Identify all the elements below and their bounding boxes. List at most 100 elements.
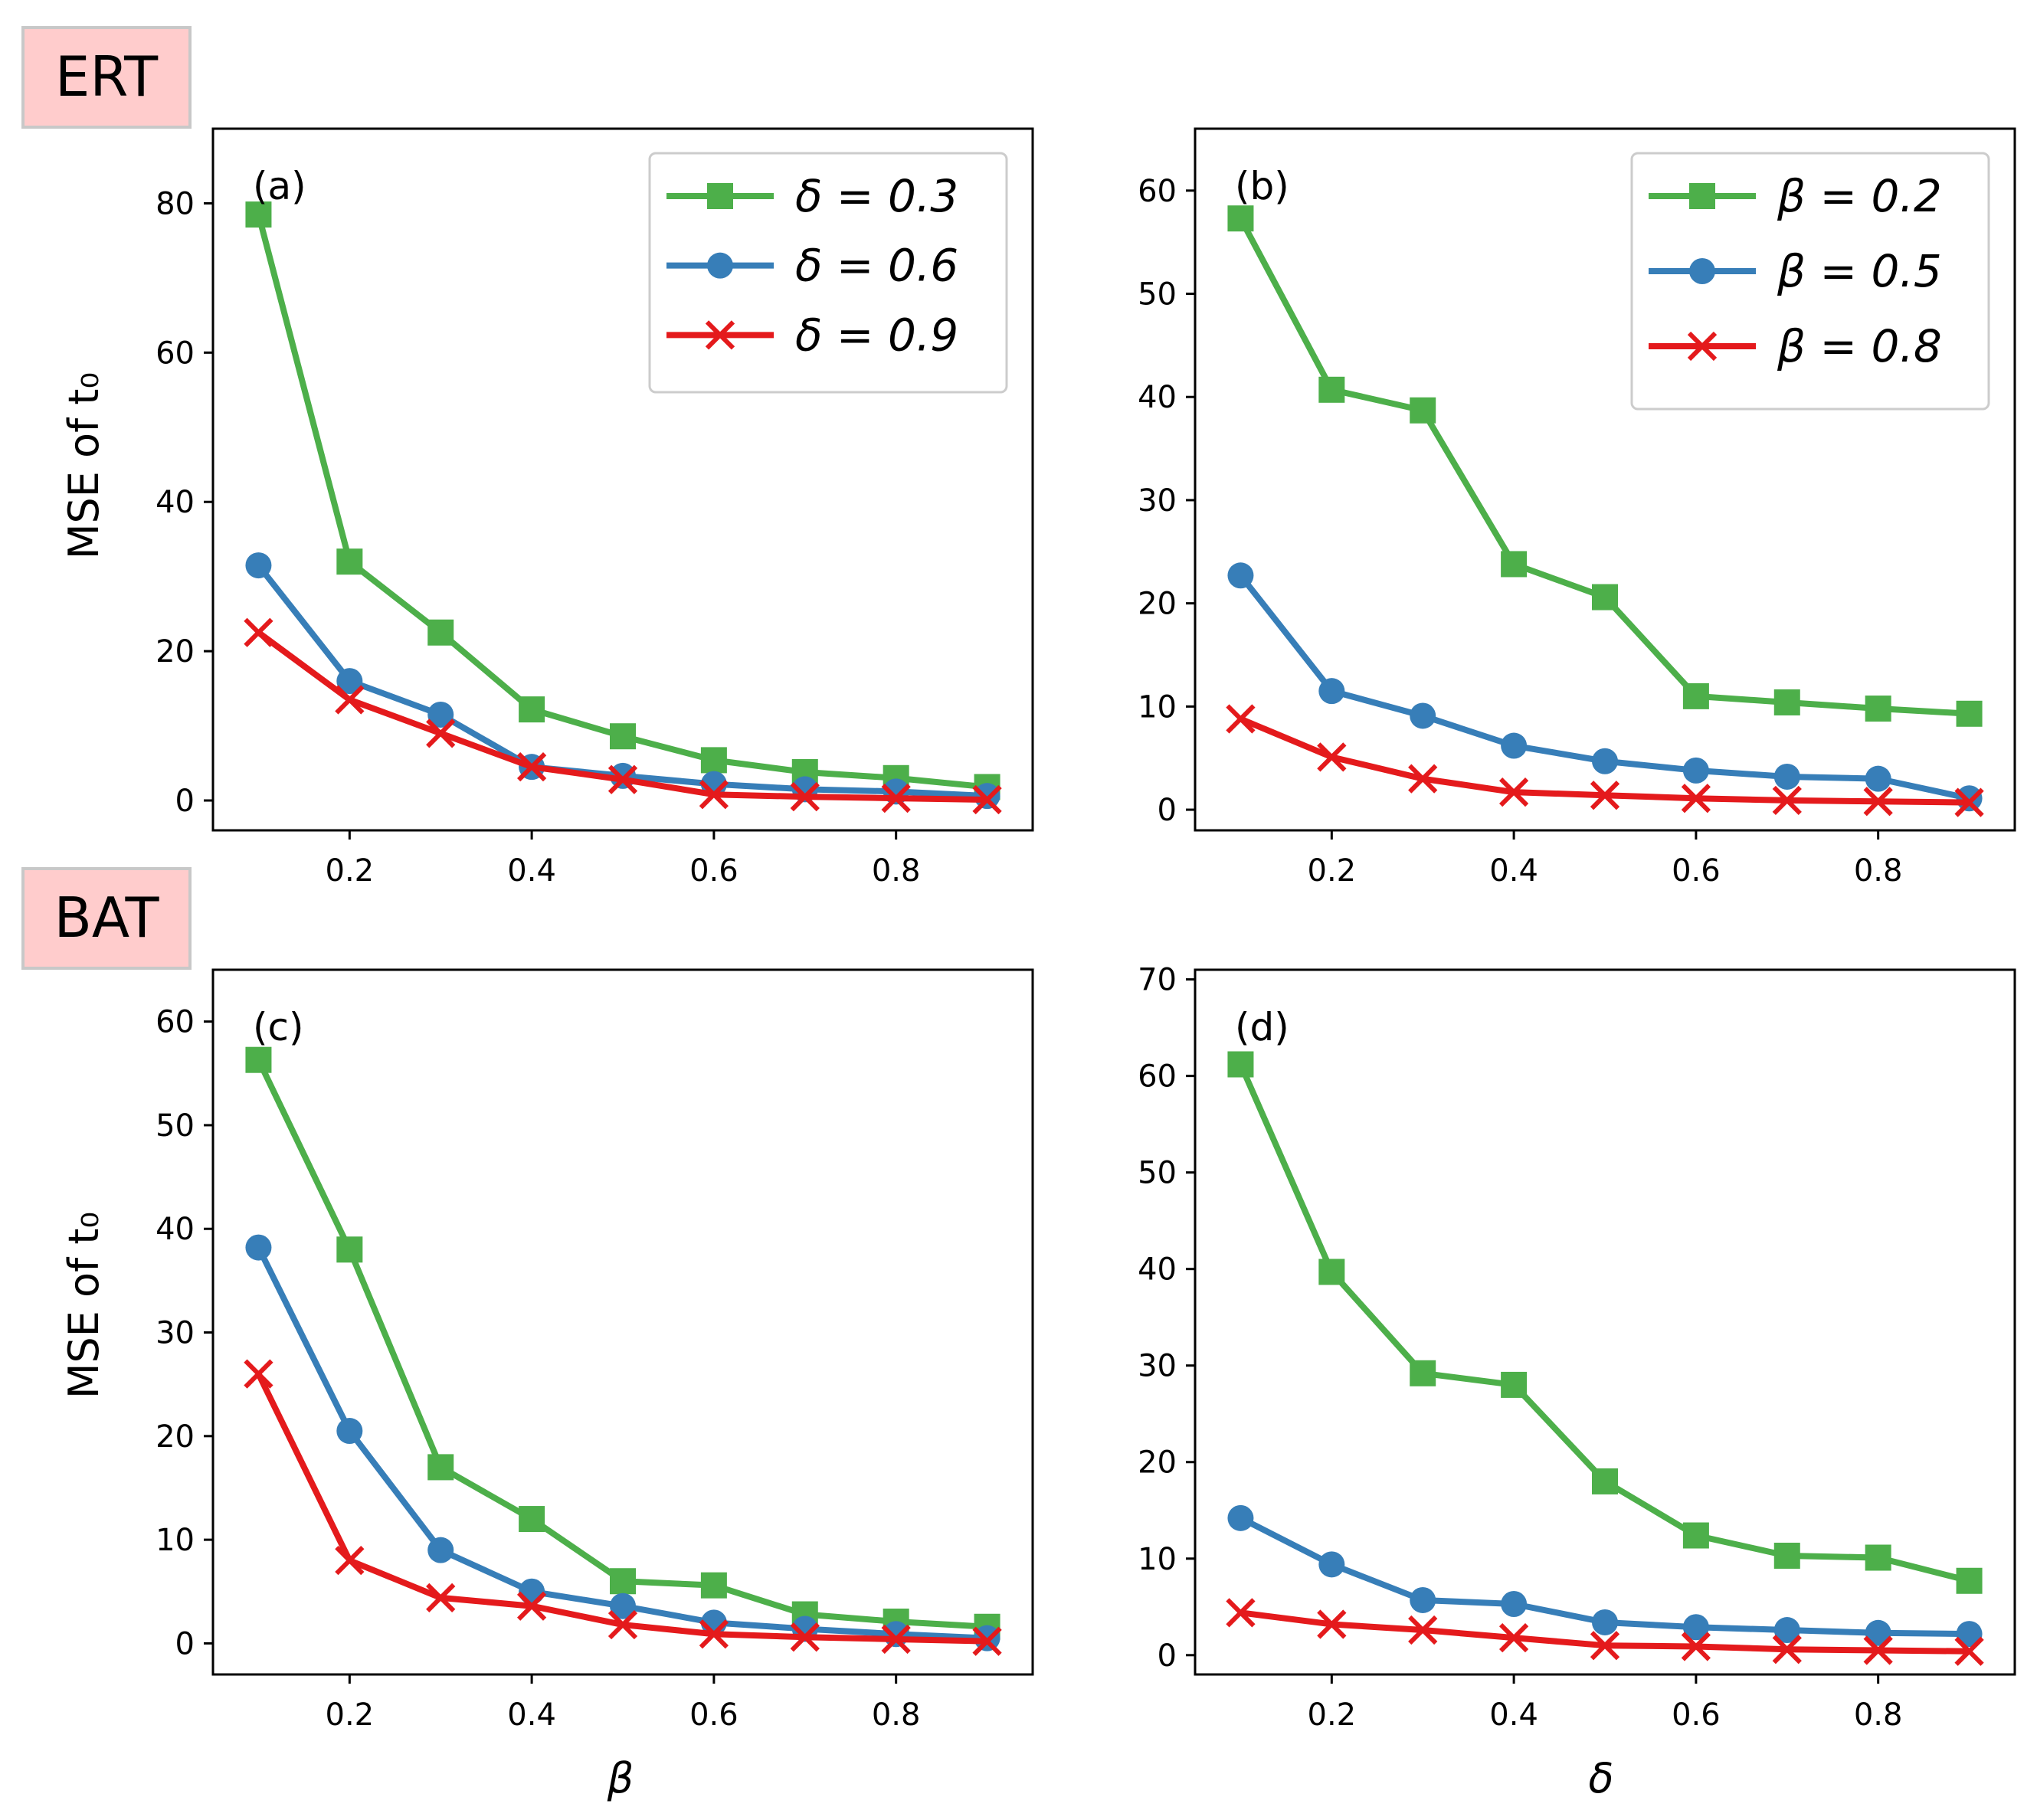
data-point-red	[1772, 785, 1802, 816]
axes-frame	[211, 968, 1034, 1676]
data-point-red-stroke2	[244, 617, 273, 647]
legend-label: δ = 0.3	[795, 170, 958, 222]
data-point-red	[1317, 742, 1347, 772]
xlabel-left: β	[607, 1754, 634, 1802]
axes-frame	[1194, 968, 2016, 1676]
data-point-green	[1501, 1371, 1528, 1398]
y-tick-label: 60	[1138, 1059, 1177, 1095]
data-point-red	[1772, 1635, 1802, 1665]
data-point-red-stroke2	[1681, 784, 1711, 813]
data-point-red-stroke2	[790, 782, 820, 812]
panel-d: 0.2 0.4 0.6 0.8 0 10 20 30 40 50 60 70 (d)	[1138, 963, 2016, 1733]
data-point-red-stroke2	[426, 1583, 456, 1613]
section-ert-box	[21, 26, 192, 129]
data-point-red	[1590, 1631, 1620, 1661]
data-point-red-stroke2	[1681, 1632, 1711, 1661]
data-point-red	[516, 1591, 547, 1621]
data-point-red-stroke2	[1863, 787, 1893, 817]
series-line-green	[1237, 1062, 1970, 1584]
legend: β = 0.2 β = 0.5 β = 0.8	[1630, 152, 1990, 411]
data-point-red	[1590, 781, 1620, 810]
data-point-red-stroke2	[1317, 1609, 1347, 1639]
y-tick-label: 0	[1158, 1638, 1177, 1674]
data-point-red	[881, 1624, 911, 1655]
data-point-red	[1498, 1622, 1529, 1653]
x-tick-label: 0.2	[326, 1697, 375, 1733]
x-tick-label: 0.2	[1308, 1697, 1357, 1733]
data-point-blue	[1865, 1619, 1891, 1646]
x-tick-label: 0.4	[1489, 1697, 1538, 1733]
data-point-red	[607, 764, 638, 794]
data-point-red	[1863, 1635, 1893, 1665]
data-point-red-stroke2	[516, 752, 547, 782]
x-tick-label: 0.2	[326, 853, 375, 889]
data-point-red	[1408, 764, 1438, 794]
data-point-green	[336, 548, 363, 575]
data-point-blue	[1501, 1591, 1528, 1617]
data-point-red-stroke2	[699, 1619, 729, 1649]
data-point-red	[972, 1626, 1002, 1656]
xlabel-right: δ	[1588, 1754, 1613, 1802]
data-point-red	[426, 719, 456, 748]
y-tick-label: 50	[1138, 1156, 1177, 1191]
data-point-red	[244, 1359, 273, 1389]
data-point-blue	[245, 552, 272, 579]
y-tick-label: 50	[156, 1108, 195, 1144]
data-point-red	[1954, 1636, 1984, 1666]
data-point-green	[1592, 1468, 1618, 1494]
data-point-blue	[1227, 562, 1254, 589]
data-point-blue	[1227, 1504, 1254, 1531]
data-point-red	[881, 783, 911, 813]
data-point-red	[1681, 1632, 1711, 1661]
panel-label: (d)	[1235, 1005, 1289, 1049]
y-tick-label: 50	[1138, 277, 1177, 313]
y-tick-label: 40	[156, 485, 195, 520]
data-point-blue	[336, 668, 363, 695]
x-tick-label: 0.6	[689, 853, 738, 889]
data-point-red	[244, 617, 273, 647]
x-tick-label: 0.4	[507, 853, 556, 889]
legend-marker-red-stroke2	[1687, 331, 1718, 362]
data-point-blue	[610, 1592, 636, 1619]
x-tick-label: 0.8	[1854, 1697, 1903, 1733]
panel-label: (c)	[253, 1005, 304, 1049]
y-tick-label: 60	[1138, 174, 1177, 209]
data-point-green	[519, 696, 545, 723]
series-line-blue	[256, 563, 987, 800]
legend: δ = 0.3 δ = 0.6 δ = 0.9	[648, 152, 1008, 394]
data-point-blue	[1410, 702, 1436, 729]
data-point-red	[1954, 787, 1984, 817]
x-tick-label: 0.8	[872, 1697, 921, 1733]
section-bat: BAT	[21, 867, 192, 970]
data-point-blue	[519, 1578, 545, 1605]
data-point-green	[1318, 376, 1345, 403]
data-point-blue	[974, 783, 1000, 810]
legend-marker-green	[707, 183, 733, 209]
legend-marker-green	[1689, 183, 1715, 209]
y-tick-label: 20	[156, 634, 195, 669]
data-point-red-stroke2	[881, 783, 911, 813]
data-point-blue	[245, 1234, 272, 1261]
data-point-red	[516, 752, 547, 782]
data-point-red	[607, 1609, 638, 1640]
x-tick-label: 0.6	[1672, 853, 1721, 889]
data-point-red	[1681, 784, 1711, 813]
y-tick-label: 30	[1138, 483, 1177, 519]
data-point-blue	[1682, 757, 1709, 784]
data-point-green	[1682, 1522, 1709, 1549]
data-point-blue	[1592, 1609, 1618, 1635]
data-point-green	[1318, 1259, 1345, 1285]
data-point-red	[335, 1546, 365, 1576]
x-tick-label: 0.6	[1672, 1697, 1721, 1733]
data-point-red-stroke2	[1954, 787, 1984, 817]
data-point-green	[1592, 584, 1618, 610]
ylabel-bottom: MSE of t₀	[60, 1212, 108, 1399]
data-point-red-stroke2	[516, 1591, 547, 1621]
data-point-red-stroke2	[972, 784, 1002, 815]
y-tick-label: 0	[175, 1626, 195, 1661]
data-point-red	[699, 780, 729, 810]
data-point-red-stroke2	[1954, 1636, 1984, 1666]
section-ert-label: ERT	[55, 44, 159, 109]
legend-marker-blue	[707, 252, 733, 279]
data-point-green	[700, 1572, 727, 1599]
